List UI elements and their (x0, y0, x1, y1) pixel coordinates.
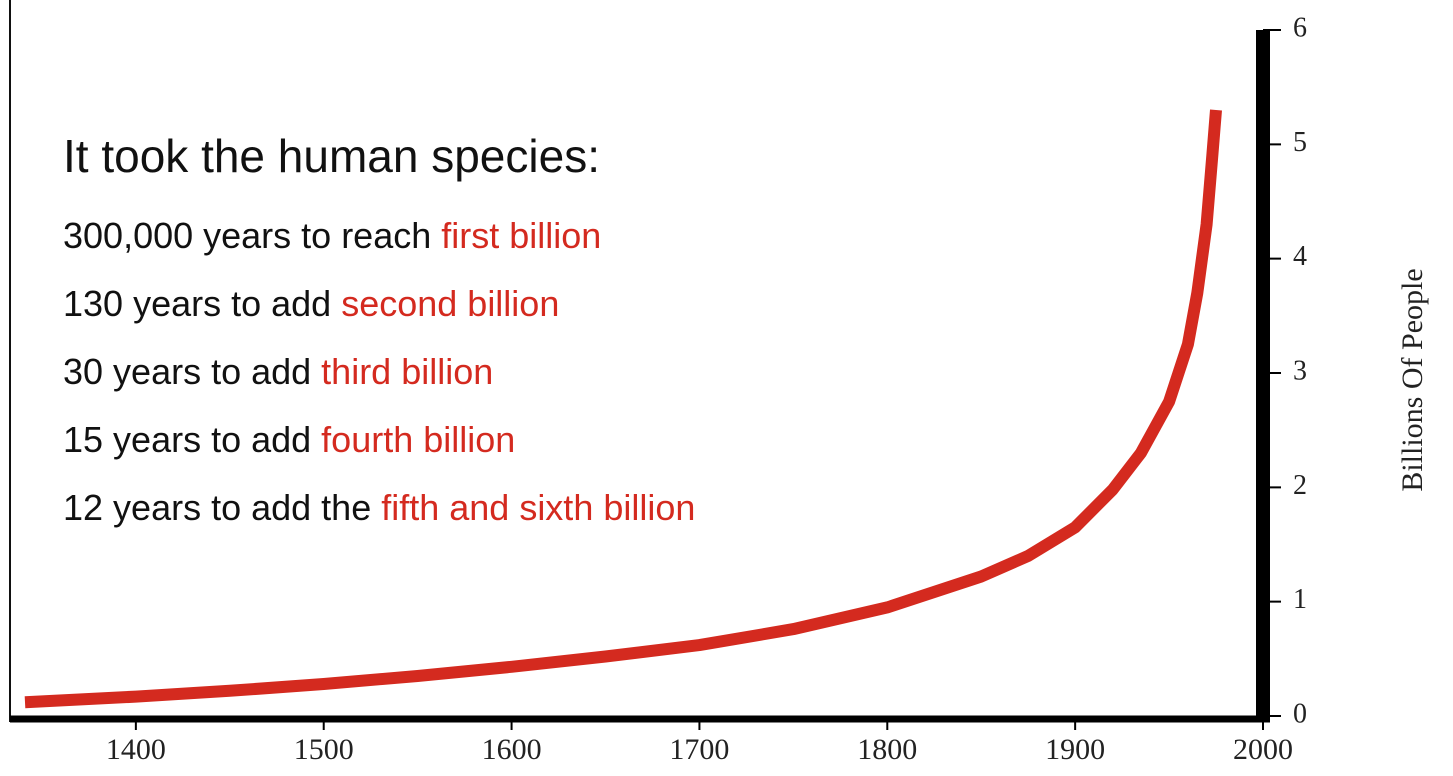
annotation-highlight: third billion (321, 351, 493, 392)
x-tick-label: 2000 (1233, 733, 1293, 766)
x-tick-label: 1700 (669, 733, 729, 766)
annotation: 15 years to add fourth billion (63, 419, 515, 460)
y-tick-label: 3 (1293, 355, 1307, 386)
annotation: 12 years to add the fifth and sixth bill… (63, 487, 695, 528)
x-tick-label: 1800 (857, 733, 917, 766)
annotation-text: 12 years to add the (63, 487, 381, 528)
x-tick-label: 1400 (106, 733, 166, 766)
y-tick-label: 4 (1293, 241, 1307, 272)
annotation-text: 30 years to add (63, 351, 321, 392)
annotation-text: 300,000 years to reach (63, 215, 441, 256)
chart-title: It took the human species: (63, 130, 600, 182)
y-tick-label: 1 (1293, 584, 1307, 615)
y-tick-label: 6 (1293, 12, 1307, 43)
annotation-highlight: fourth billion (321, 419, 515, 460)
line-series (24, 109, 1222, 709)
annotation: 30 years to add third billion (63, 351, 493, 392)
y-tick-label: 0 (1293, 698, 1307, 729)
annotation-text: 130 years to add (63, 283, 341, 324)
annotation-highlight: fifth and sixth billion (381, 487, 695, 528)
x-tick-label: 1600 (482, 733, 542, 766)
y-tick-label: 5 (1293, 127, 1307, 158)
annotation: 130 years to add second billion (63, 283, 559, 324)
y-axis-label: Billions Of People (1396, 268, 1429, 491)
annotation: 300,000 years to reach first billion (63, 215, 601, 256)
annotation-text: 15 years to add (63, 419, 321, 460)
x-tick-label: 1500 (294, 733, 354, 766)
y-tick-label: 2 (1293, 470, 1307, 501)
annotation-highlight: second billion (341, 283, 559, 324)
x-tick-label: 1900 (1045, 733, 1105, 766)
annotation-highlight: first billion (441, 215, 601, 256)
